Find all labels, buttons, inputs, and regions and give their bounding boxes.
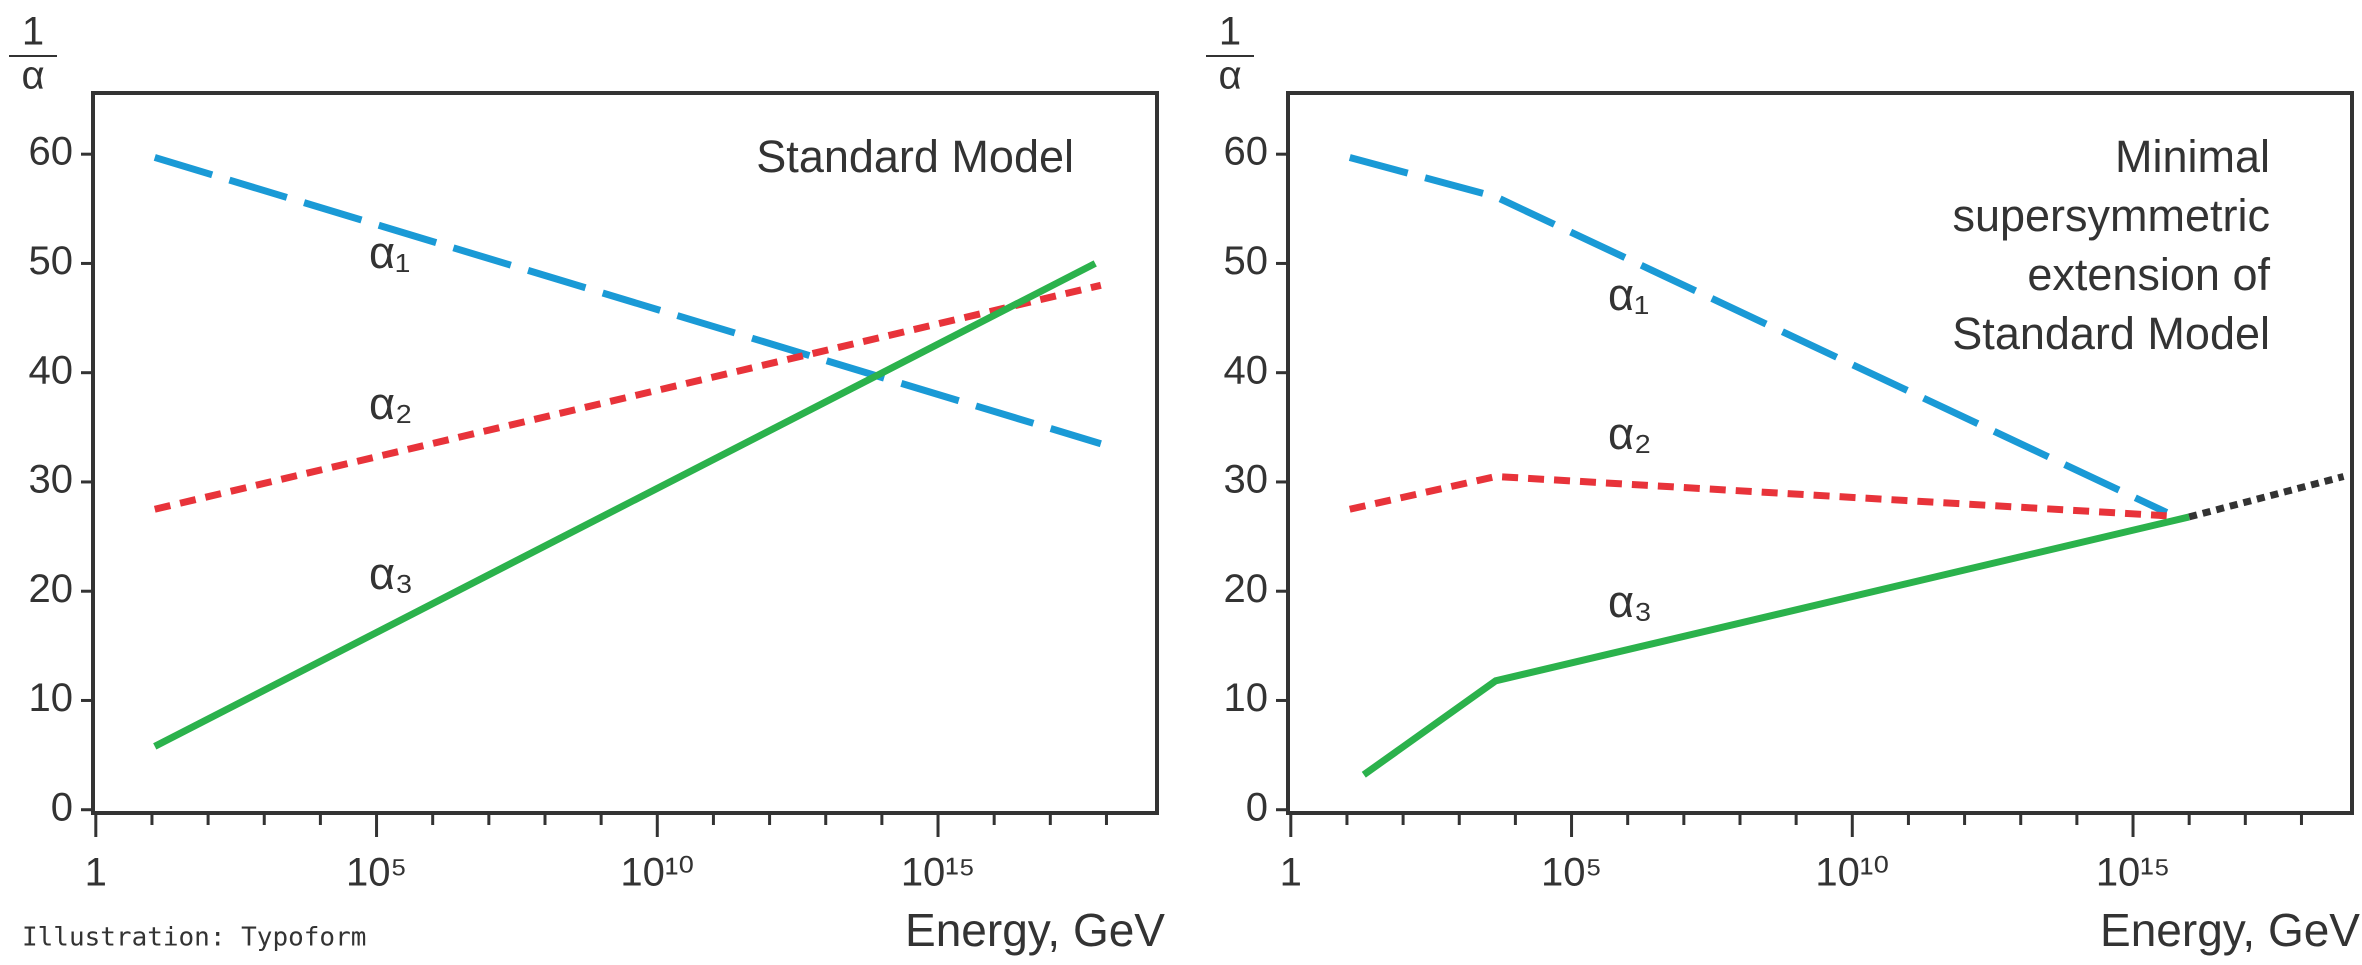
chart-title: extension of <box>2027 249 2270 300</box>
series-line <box>153 281 1102 513</box>
y-axis-label-numerator: 1 <box>22 10 44 54</box>
series-line <box>153 154 1102 448</box>
series-label: α₃ <box>1608 576 1652 627</box>
y-tick-label: 60 <box>29 130 74 174</box>
y-tick-label: 50 <box>29 239 74 283</box>
plot-frame <box>91 91 1159 815</box>
series-label: α₂ <box>1608 408 1651 459</box>
series-label: α₃ <box>369 548 413 599</box>
y-axis-label-numerator: 1 <box>1219 10 1241 54</box>
y-tick-label: 30 <box>29 458 74 502</box>
x-tick-label: 10¹⁵ <box>901 851 975 895</box>
series-label: α₁ <box>1608 269 1649 320</box>
x-tick-label: 10¹⁰ <box>1815 851 1889 895</box>
chart-title: supersymmetric <box>1952 190 2270 241</box>
x-tick-label: 10¹⁵ <box>2096 851 2170 895</box>
series-line <box>2188 473 2345 521</box>
series-label: α₁ <box>369 227 410 278</box>
series-line <box>1348 472 2167 520</box>
y-tick-label: 40 <box>1224 348 1269 392</box>
plot-frame <box>1286 91 2354 815</box>
series-label: α₂ <box>369 378 412 429</box>
series-line <box>1348 154 2169 516</box>
x-tick-label: 1 <box>1280 851 1302 895</box>
x-tick-label: 10⁵ <box>1541 851 1602 895</box>
y-axis-label-denominator: α <box>21 54 44 98</box>
y-tick-label: 20 <box>29 567 74 611</box>
chart-title: Minimal <box>2115 131 2270 182</box>
y-tick-label: 60 <box>1224 130 1269 174</box>
chart-title: Standard Model <box>756 131 1074 182</box>
chart-title: Standard Model <box>1952 308 2270 359</box>
x-axis-label: Energy, GeV <box>2100 904 2360 956</box>
y-tick-label: 10 <box>29 676 74 720</box>
x-axis-label: Energy, GeV <box>905 904 1165 956</box>
series-line <box>1361 513 2190 778</box>
y-axis-label-denominator: α <box>1218 54 1241 98</box>
y-tick-label: 50 <box>1224 239 1269 283</box>
x-tick-label: 10⁵ <box>346 851 407 895</box>
x-tick-label: 10¹⁰ <box>620 851 694 895</box>
x-tick-label: 1 <box>85 851 107 895</box>
y-tick-label: 0 <box>1246 785 1268 829</box>
series-line <box>153 260 1097 750</box>
y-tick-label: 40 <box>29 348 74 392</box>
y-tick-label: 0 <box>51 785 73 829</box>
y-tick-label: 20 <box>1224 567 1269 611</box>
y-tick-label: 10 <box>1224 676 1269 720</box>
y-tick-label: 30 <box>1224 458 1269 502</box>
credit: Illustration: Typoform <box>22 923 366 953</box>
